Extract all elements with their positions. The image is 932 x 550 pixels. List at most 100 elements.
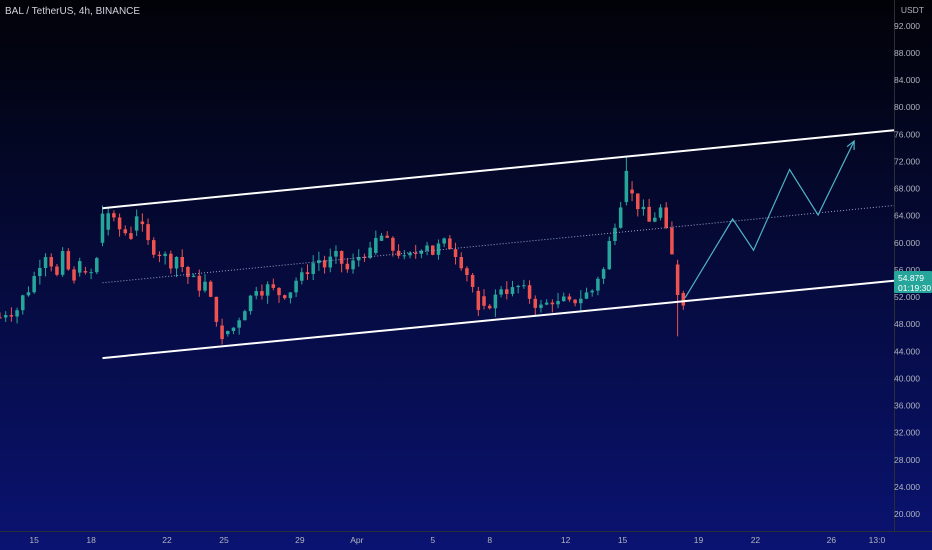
time-tick-label: 26 [827, 535, 837, 545]
time-tick-label: 19 [694, 535, 704, 545]
candle-body [180, 256, 184, 267]
candle-body [374, 238, 378, 253]
candle-body [294, 280, 298, 293]
candle-body [77, 261, 82, 273]
candle-body [653, 217, 657, 222]
candle-body [584, 292, 589, 299]
candle-body [106, 213, 110, 230]
candle-body [231, 327, 236, 332]
symbol-title[interactable]: BAL / TetherUS, 4h, BINANCE [5, 6, 140, 17]
candle-body [635, 193, 640, 210]
price-tick-label: 72.000 [894, 156, 920, 166]
time-tick-label: 25 [219, 535, 229, 545]
candle-body [311, 263, 315, 275]
candle-body [288, 292, 293, 299]
candle-body [243, 311, 247, 321]
candle-body [345, 263, 350, 270]
price-tick-label: 64.000 [894, 211, 920, 221]
candle-body [396, 250, 401, 256]
candle-body [55, 266, 59, 275]
candle-body [368, 247, 372, 258]
candle-body [567, 296, 572, 300]
candle-body [419, 250, 424, 254]
price-tick-label: 44.000 [894, 346, 920, 356]
channel-midline[interactable] [102, 204, 895, 284]
candle-body [146, 224, 150, 241]
candle-body [157, 254, 162, 257]
candle-body [3, 315, 8, 318]
candle-body [539, 304, 543, 308]
candle-body [21, 295, 25, 311]
time-tick-label: 22 [751, 535, 761, 545]
price-tick-label: 28.000 [894, 455, 920, 465]
channel-layer [102, 129, 895, 360]
price-tick-label: 76.000 [894, 129, 920, 139]
candle-body [624, 170, 629, 203]
candle-body [305, 272, 310, 275]
candle-body [402, 255, 407, 257]
candle-body [265, 284, 270, 296]
price-tick-label: 68.000 [894, 184, 920, 194]
price-tick-label: 52.000 [894, 292, 920, 302]
time-tick-label: Apr [350, 535, 363, 545]
candle-body [334, 251, 338, 257]
candle-body [453, 249, 458, 257]
price-countdown: 01:19:30 [898, 283, 931, 293]
candle-body [317, 260, 321, 264]
candle-body [590, 290, 594, 293]
candle-body [465, 268, 469, 275]
candle-body [436, 243, 441, 255]
candle-body [499, 289, 503, 295]
price-axis[interactable]: 92.000 88.000 84.000 80.000 76.000 72.000 68.0… [894, 21, 920, 519]
candle-body [482, 296, 486, 306]
channel-lower-line[interactable] [102, 279, 895, 360]
candle-body [613, 227, 617, 242]
channel-upper-line[interactable] [102, 129, 895, 210]
candle-body [191, 275, 196, 278]
time-tick-label: 29 [295, 535, 305, 545]
projection-layer [684, 139, 855, 299]
candle-body [100, 213, 105, 243]
projection-path[interactable] [684, 140, 855, 299]
candle-body [442, 238, 446, 244]
candle-body [573, 299, 577, 304]
candle-body [9, 315, 14, 317]
candle-body [226, 331, 230, 335]
current-price-label-bg [894, 271, 932, 293]
candle-body [476, 290, 481, 310]
time-tick-label: 15 [29, 535, 39, 545]
candle-body [533, 298, 538, 308]
candle-body [237, 320, 241, 328]
candle-body [95, 258, 99, 273]
candle-body [15, 310, 19, 317]
candle-body [561, 296, 566, 302]
price-tick-label: 88.000 [894, 48, 920, 58]
time-tick-label: 13:0 [869, 535, 886, 545]
candle-body [89, 272, 93, 274]
candle-body [123, 229, 128, 234]
candle-body [339, 251, 344, 264]
candle-body [579, 298, 583, 304]
candle-body [129, 233, 133, 239]
candle-body [72, 269, 76, 281]
candle-body [379, 235, 384, 241]
candle-body [214, 296, 219, 322]
candle-body [300, 272, 304, 281]
candle-body [522, 285, 526, 287]
time-tick-label: 15 [618, 535, 628, 545]
candle-body [151, 240, 156, 255]
candle-body [658, 207, 663, 218]
price-tick-label: 92.000 [894, 21, 920, 31]
candle-body [470, 274, 475, 287]
candle-body [328, 256, 333, 268]
time-axis[interactable]: 15 18 22 25 29 Apr 5 8 12 15 19 22 26 13:0 [29, 535, 885, 545]
candle-body [670, 227, 674, 255]
candle-body [362, 256, 367, 258]
candle-body [630, 189, 634, 194]
candle-body [32, 276, 36, 293]
candle-body [271, 284, 276, 288]
candle-body [493, 294, 498, 309]
candle-body [675, 264, 680, 295]
